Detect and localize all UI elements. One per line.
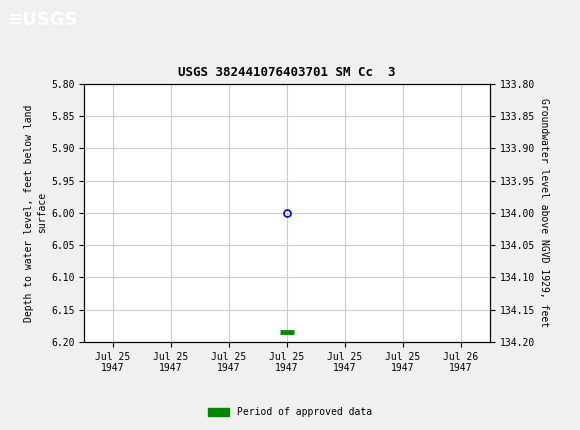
Y-axis label: Depth to water level, feet below land
surface: Depth to water level, feet below land su… xyxy=(24,104,47,322)
Text: ≡USGS: ≡USGS xyxy=(7,11,78,29)
Title: USGS 382441076403701 SM Cc  3: USGS 382441076403701 SM Cc 3 xyxy=(179,65,396,79)
Legend: Period of approved data: Period of approved data xyxy=(204,403,376,421)
Y-axis label: Groundwater level above NGVD 1929, feet: Groundwater level above NGVD 1929, feet xyxy=(539,98,549,327)
